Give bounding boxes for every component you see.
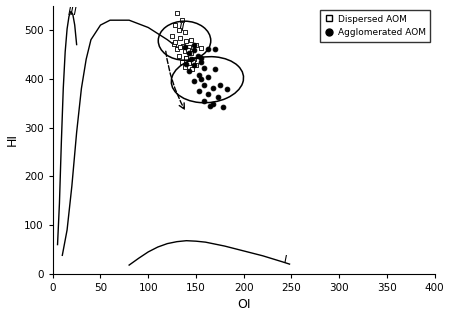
Point: [183, 38, 190, 43]
Point: [210, 85, 217, 90]
Text: I: I: [284, 255, 287, 265]
Point: [188, 51, 195, 56]
Point: [197, 46, 204, 51]
Text: III: III: [68, 7, 78, 17]
Point: [224, 87, 231, 92]
Point: [205, 75, 212, 80]
Point: [192, 62, 199, 68]
Point: [188, 57, 195, 62]
Point: [171, 40, 179, 45]
X-axis label: OI: OI: [237, 298, 251, 311]
Text: II: II: [179, 23, 185, 33]
Point: [186, 69, 193, 74]
Point: [214, 95, 221, 100]
Point: [190, 57, 198, 62]
Point: [175, 27, 182, 32]
Point: [186, 51, 193, 56]
Point: [183, 56, 190, 61]
Point: [216, 82, 224, 87]
Point: [171, 41, 178, 46]
Point: [205, 92, 212, 97]
Point: [186, 61, 193, 66]
Point: [205, 47, 212, 52]
Point: [181, 64, 188, 69]
Point: [197, 59, 204, 64]
Point: [195, 88, 203, 94]
Point: [190, 62, 198, 68]
Point: [189, 67, 196, 72]
Point: [207, 103, 214, 108]
Legend: Dispersed AOM, Agglomerated AOM: Dispersed AOM, Agglomerated AOM: [320, 10, 430, 42]
Point: [186, 44, 193, 49]
Point: [173, 10, 180, 16]
Point: [181, 49, 188, 54]
Point: [188, 37, 195, 42]
Point: [200, 98, 207, 103]
Point: [176, 36, 183, 41]
Point: [219, 105, 226, 110]
Point: [190, 48, 198, 53]
Point: [183, 61, 190, 67]
Y-axis label: HI: HI: [5, 133, 18, 146]
Point: [175, 53, 182, 58]
Point: [195, 72, 203, 77]
Point: [181, 30, 188, 35]
Point: [194, 53, 202, 58]
Point: [190, 42, 198, 47]
Point: [200, 66, 207, 71]
Point: [212, 47, 219, 52]
Point: [197, 76, 204, 81]
Point: [179, 43, 186, 48]
Point: [176, 44, 183, 49]
Point: [190, 79, 198, 84]
Point: [192, 42, 199, 47]
Point: [189, 59, 197, 64]
Point: [210, 101, 217, 107]
Point: [171, 23, 179, 28]
Point: [178, 18, 185, 23]
Point: [178, 59, 185, 64]
Point: [181, 44, 188, 49]
Point: [200, 82, 207, 87]
Point: [183, 55, 190, 60]
Point: [168, 33, 176, 38]
Point: [197, 56, 204, 61]
Point: [185, 48, 192, 53]
Point: [212, 67, 219, 72]
Point: [173, 47, 180, 52]
